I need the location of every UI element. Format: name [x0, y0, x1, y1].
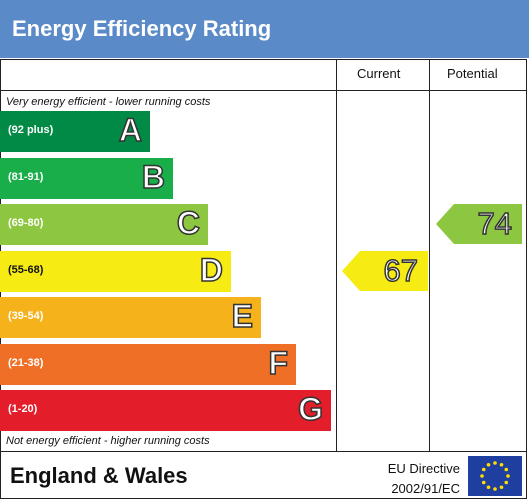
eu-flag-star — [481, 480, 486, 485]
rating-band-letter: E — [231, 297, 254, 335]
eu-flag-star — [486, 485, 491, 490]
potential-rating-value: 74 — [477, 205, 513, 242]
rating-band-letter: D — [199, 251, 224, 289]
rating-band-d: (55-68) D — [0, 250, 231, 292]
column-header-potential: Potential — [447, 66, 498, 81]
header-row-divider — [0, 90, 527, 91]
eu-flag-stars — [480, 461, 510, 491]
rating-band-letter: C — [176, 204, 201, 242]
rating-band-range: (69-80) — [8, 217, 44, 229]
note-top: Very energy efficient - lower running co… — [6, 96, 211, 108]
eu-directive-line1: EU Directive — [387, 461, 460, 476]
current-rating-value: 67 — [383, 252, 419, 289]
rating-band-letter: F — [268, 344, 289, 382]
header-bar: Energy Efficiency Rating — [0, 0, 529, 58]
rating-band-range: (21-38) — [8, 356, 44, 369]
eu-flag-star — [504, 467, 509, 472]
eu-flag-star — [481, 467, 486, 472]
rating-band-c: (69-80) C — [0, 204, 208, 245]
column-divider-current — [336, 59, 337, 452]
rating-band-g: (1-20) G — [0, 390, 331, 431]
column-header-current: Current — [357, 66, 401, 81]
eu-flag-star — [499, 462, 504, 467]
current-rating-arrow: 67 — [342, 250, 428, 291]
current-arrow-shape — [342, 250, 428, 291]
region-label: England & Wales — [10, 463, 188, 488]
rating-band-range: (92 plus) — [8, 124, 54, 136]
page-title: Energy Efficiency Rating — [12, 16, 272, 41]
rating-band-letter: A — [118, 111, 143, 149]
rating-band-letter: G — [297, 390, 323, 428]
potential-rating-arrow: 74 — [436, 204, 522, 244]
rating-band-letter: B — [141, 158, 166, 196]
eu-flag-star — [506, 474, 510, 478]
eu-flag-star — [493, 461, 497, 465]
rating-band-b: (81-91) B — [0, 157, 173, 199]
potential-arrow-shape — [436, 204, 522, 244]
column-divider-potential — [429, 59, 430, 452]
rating-band-range: (55-68) — [8, 263, 44, 276]
eu-directive-text: EU Directive 2002/91/EC — [365, 459, 460, 499]
note-bottom: Not energy efficient - higher running co… — [6, 435, 210, 447]
eu-flag-star — [504, 480, 509, 485]
rating-band-e: (39-54) E — [0, 297, 261, 338]
eu-flag-star — [493, 487, 497, 491]
eu-flag-icon — [468, 456, 522, 496]
rating-band-a: (92 plus) A — [0, 111, 150, 152]
eu-flag-star — [499, 485, 504, 490]
rating-band-range: (1-20) — [8, 403, 38, 415]
rating-band-range: (39-54) — [8, 310, 44, 322]
eu-directive-line2: 2002/91/EC — [391, 481, 460, 496]
eu-flag-star — [486, 462, 491, 467]
eu-flag-star — [480, 474, 484, 478]
rating-band-f: (21-38) F — [0, 343, 296, 385]
rating-band-range: (81-91) — [8, 170, 44, 183]
footer-row-divider — [0, 451, 527, 452]
